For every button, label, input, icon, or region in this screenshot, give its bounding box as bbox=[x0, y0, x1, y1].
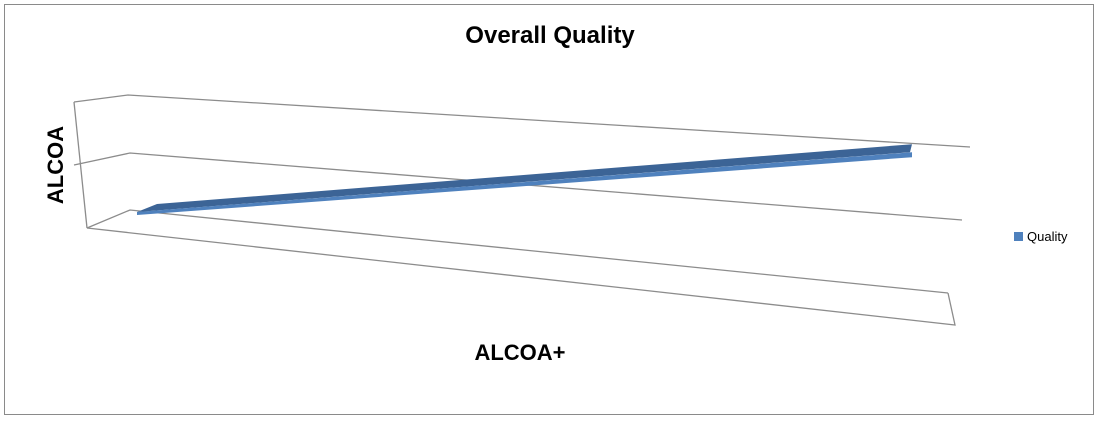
x-axis-label: ALCOA+ bbox=[474, 340, 566, 365]
series-line-segment bbox=[137, 152, 912, 215]
gridline-mid bbox=[73, 152, 963, 221]
gridline-top bbox=[73, 94, 971, 148]
legend: Quality bbox=[1014, 229, 1067, 244]
series-ribbon-top bbox=[137, 144, 912, 212]
floor-front-edge bbox=[86, 227, 956, 326]
legend-label: Quality bbox=[1027, 229, 1068, 244]
chart-title: Overall Quality bbox=[465, 22, 635, 49]
legend-swatch bbox=[1014, 232, 1023, 241]
y-axis-line bbox=[73, 101, 88, 229]
chart-area bbox=[4, 4, 1094, 415]
floor-back-edge bbox=[86, 209, 949, 294]
